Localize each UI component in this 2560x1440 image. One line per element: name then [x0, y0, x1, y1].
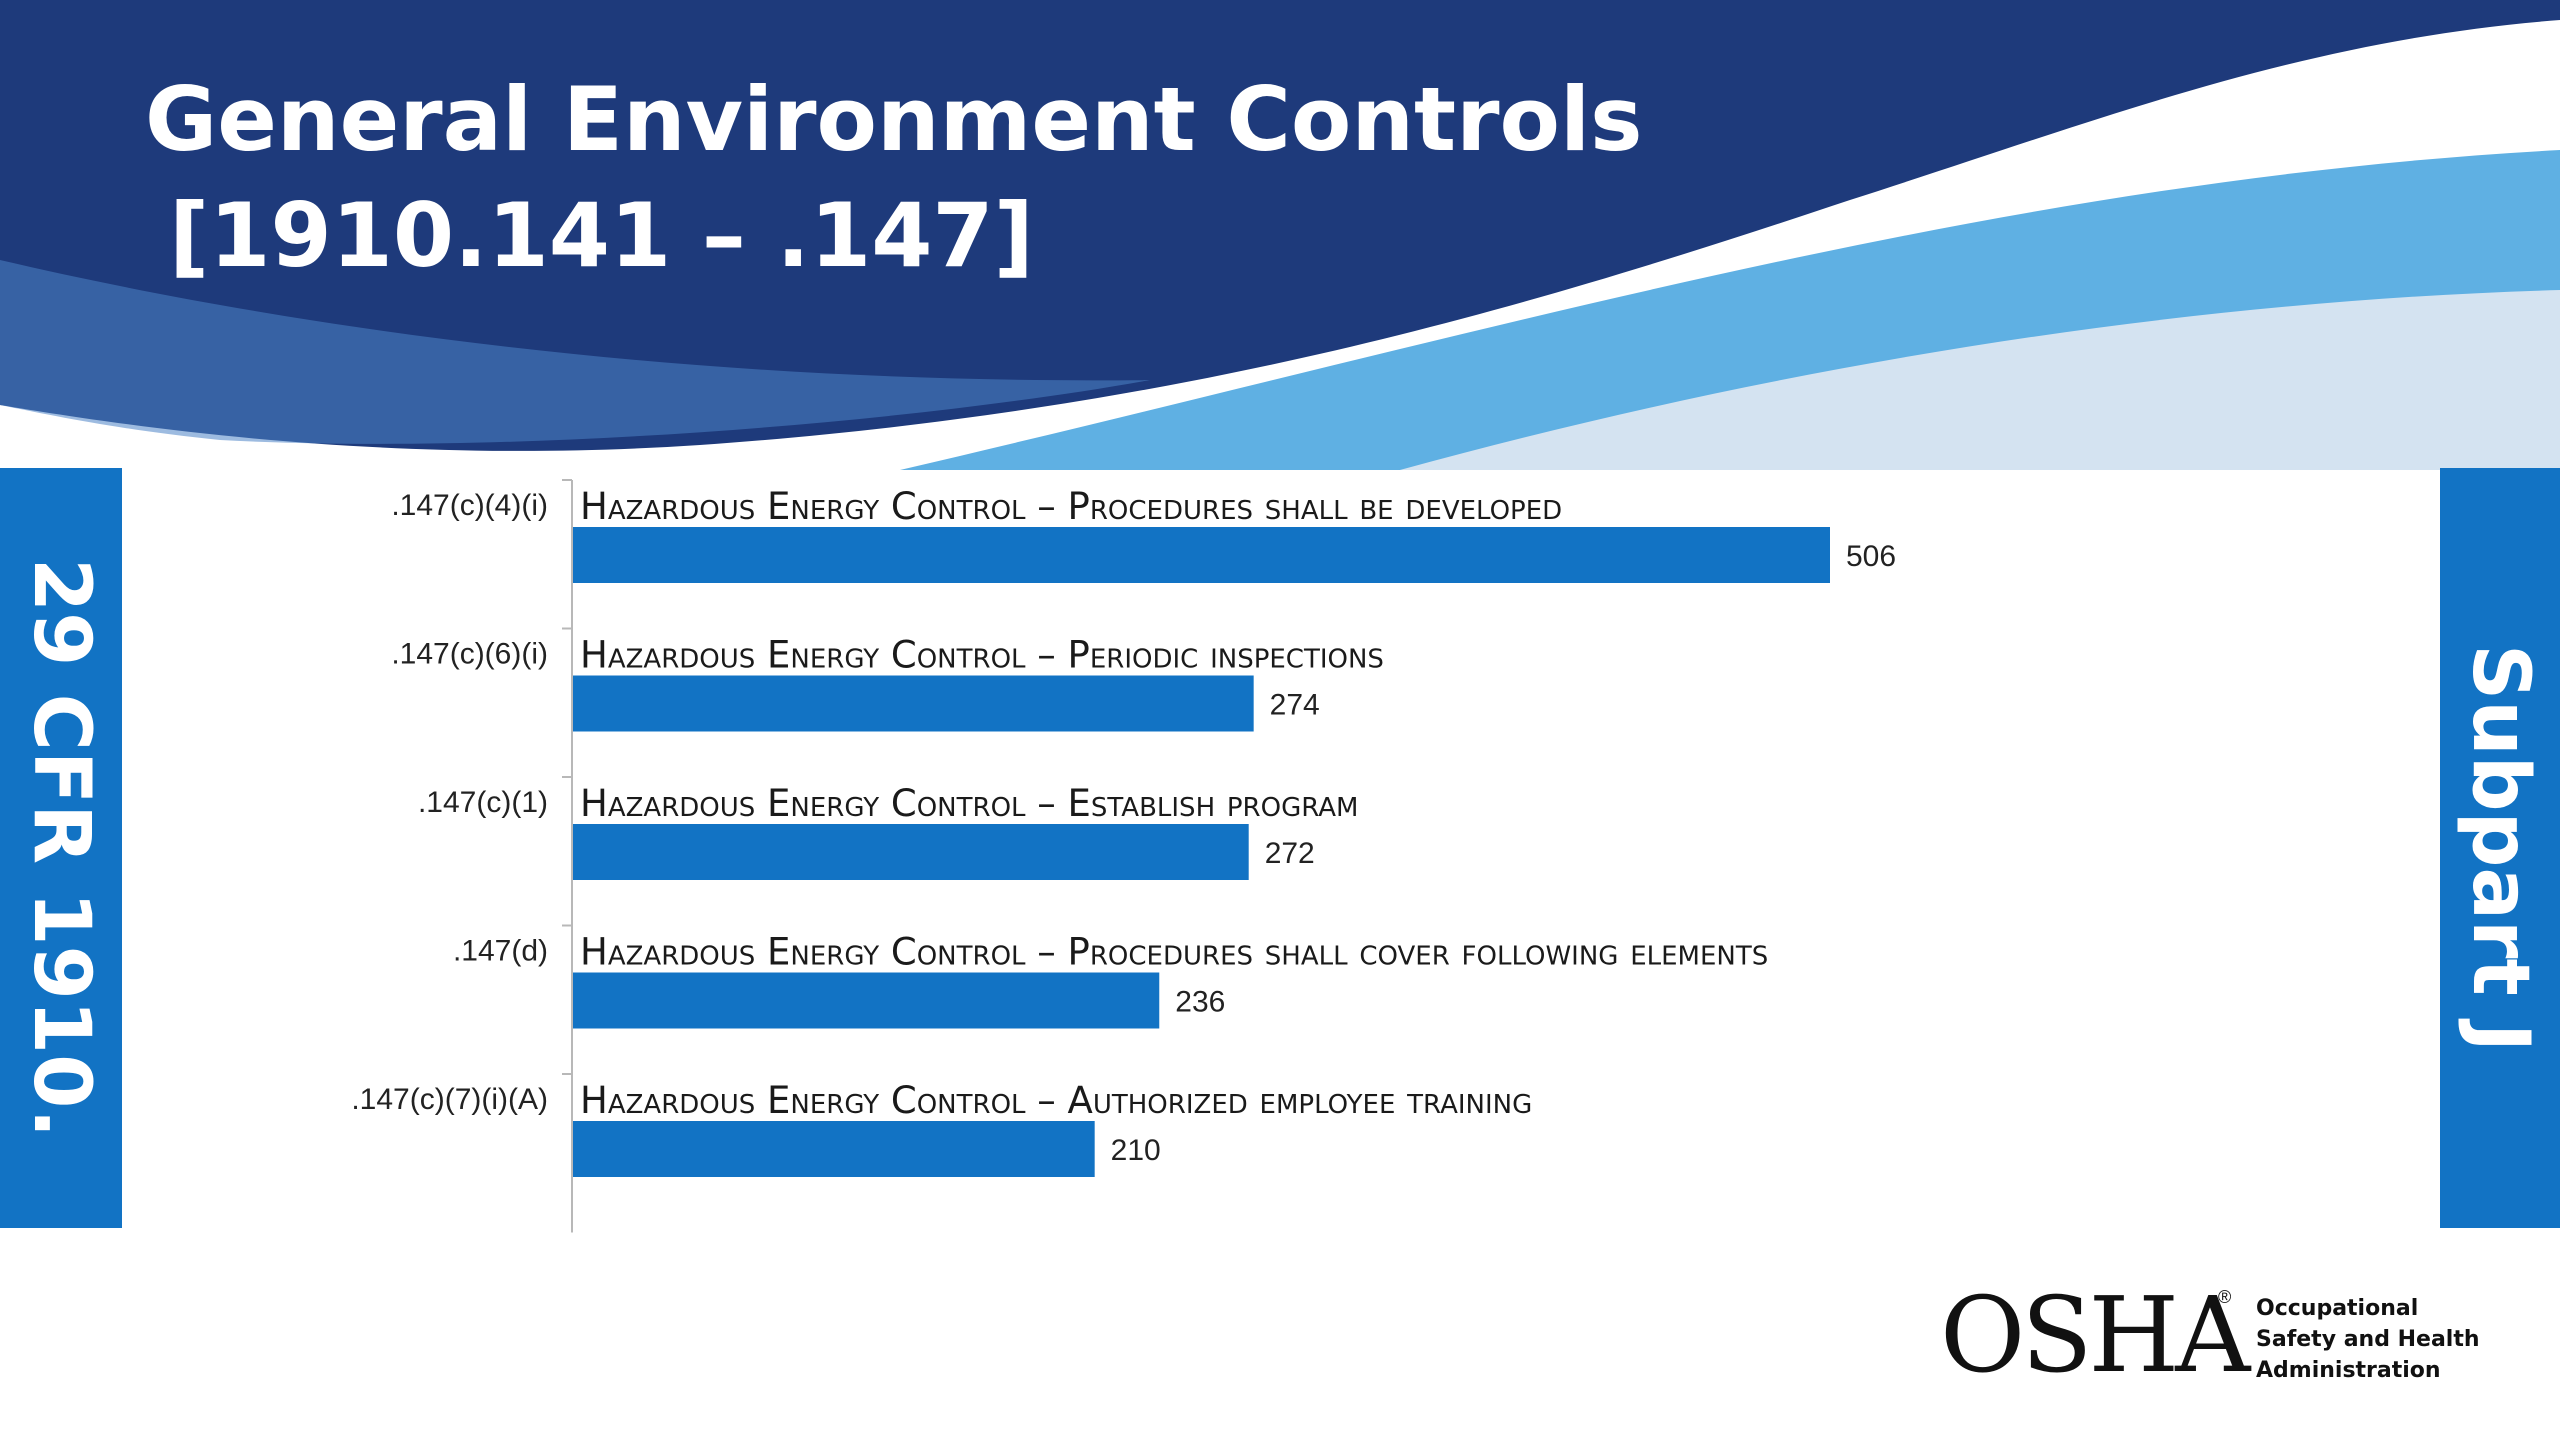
bar	[573, 1121, 1095, 1177]
bar-value-label: 506	[1846, 540, 1896, 573]
bar	[573, 824, 1249, 880]
category-tick-label: .147(c)(4)(i)	[391, 489, 548, 522]
osha-logo-line-2: Safety and Health	[2256, 1327, 2480, 1352]
bar-description-label: Hazardous Energy Control – Periodic insp…	[580, 634, 1384, 677]
bar-description-label: Hazardous Energy Control – Procedures sh…	[580, 931, 1768, 974]
header-wave-graphic	[0, 0, 2560, 470]
page-title: General Environment Controls [1910.141 –…	[145, 62, 1643, 294]
osha-logo-text: Occupational Safety and Health Administr…	[2256, 1293, 2480, 1386]
bar-value-label: 272	[1265, 837, 1315, 870]
registered-mark: ®	[2218, 1287, 2232, 1307]
bar-description-label: Hazardous Energy Control – Establish pro…	[580, 782, 1358, 825]
bar-description-label: Hazardous Energy Control – Authorized em…	[580, 1079, 1532, 1122]
title-line-2: [1910.141 – .147]	[169, 184, 1034, 287]
category-tick-label: .147(d)	[453, 935, 548, 968]
category-tick-label: .147(c)(1)	[418, 786, 548, 819]
osha-logo: OSHA ® Occupational Safety and Health Ad…	[1940, 1274, 2480, 1396]
category-tick-label: .147(c)(6)(i)	[391, 638, 548, 671]
bar	[573, 972, 1160, 1029]
bar-value-label: 236	[1175, 986, 1225, 1019]
bar-value-label: 274	[1270, 689, 1320, 722]
header-banner: General Environment Controls [1910.141 –…	[0, 0, 2560, 470]
bar	[573, 527, 1830, 583]
right-side-tab: Subpart J	[2440, 468, 2560, 1228]
bar	[573, 675, 1254, 732]
osha-logo-line-1: Occupational	[2256, 1296, 2419, 1321]
osha-logo-line-3: Administration	[2256, 1358, 2441, 1383]
bar-value-label: 210	[1111, 1134, 1161, 1167]
title-line-1: General Environment Controls	[145, 68, 1643, 171]
bar-description-label: Hazardous Energy Control – Procedures sh…	[580, 485, 1562, 528]
osha-logo-wordmark: OSHA	[1940, 1274, 2250, 1396]
left-side-tab: 29 CFR 1910.	[0, 468, 122, 1228]
category-tick-label: .147(c)(7)(i)(A)	[351, 1083, 548, 1116]
